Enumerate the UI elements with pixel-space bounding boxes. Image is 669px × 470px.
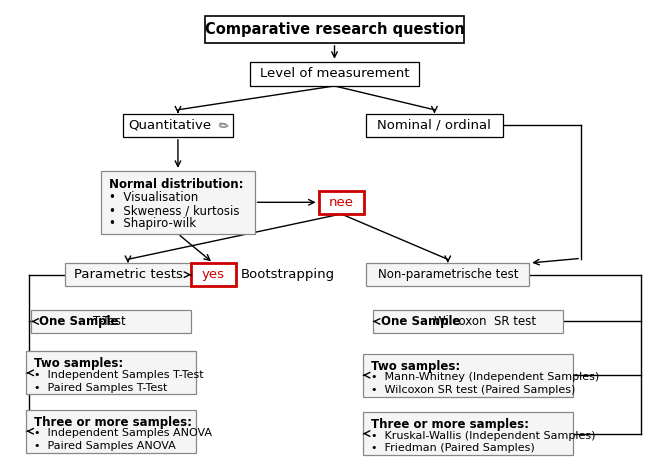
FancyBboxPatch shape: [366, 263, 529, 286]
Text: •  Friedman (Paired Samples): • Friedman (Paired Samples): [371, 443, 535, 454]
FancyBboxPatch shape: [318, 191, 364, 214]
Text: ✏: ✏: [217, 119, 229, 134]
FancyBboxPatch shape: [250, 62, 419, 86]
Text: Nominal / ordinal: Nominal / ordinal: [377, 119, 491, 132]
Text: Level of measurement: Level of measurement: [260, 67, 409, 80]
FancyBboxPatch shape: [31, 310, 191, 333]
FancyBboxPatch shape: [101, 171, 254, 234]
Text: Wilcoxon  SR test: Wilcoxon SR test: [434, 315, 537, 328]
Text: •  Paired Samples T-Test: • Paired Samples T-Test: [34, 383, 168, 392]
Text: Two samples:: Two samples:: [34, 357, 124, 370]
FancyBboxPatch shape: [373, 310, 563, 333]
FancyBboxPatch shape: [363, 412, 573, 455]
Text: Parametric tests: Parametric tests: [74, 268, 183, 281]
FancyBboxPatch shape: [205, 16, 464, 43]
Text: Three or more samples:: Three or more samples:: [371, 418, 529, 431]
FancyBboxPatch shape: [26, 352, 196, 394]
Text: yes: yes: [202, 268, 225, 281]
Text: T-Test: T-Test: [93, 315, 125, 328]
Text: •  Skweness / kurtosis: • Skweness / kurtosis: [109, 204, 240, 218]
FancyBboxPatch shape: [363, 353, 573, 397]
Text: •  Paired Samples ANOVA: • Paired Samples ANOVA: [34, 441, 176, 451]
Text: •  Visualisation: • Visualisation: [109, 191, 199, 204]
Text: Comparative research question: Comparative research question: [205, 22, 464, 37]
FancyBboxPatch shape: [123, 114, 233, 137]
Text: nee: nee: [328, 196, 354, 209]
Text: Quantitative: Quantitative: [128, 119, 211, 132]
Text: Two samples:: Two samples:: [371, 360, 460, 373]
Text: Normal distribution:: Normal distribution:: [109, 178, 244, 191]
FancyBboxPatch shape: [26, 410, 196, 453]
Text: One Sample: One Sample: [381, 315, 464, 328]
Text: •  Wilcoxon SR test (Paired Samples): • Wilcoxon SR test (Paired Samples): [371, 385, 575, 395]
FancyBboxPatch shape: [366, 114, 502, 137]
Text: Bootstrapping: Bootstrapping: [241, 268, 335, 281]
Text: One Sample: One Sample: [39, 315, 123, 328]
Text: •  Independent Samples T-Test: • Independent Samples T-Test: [34, 370, 204, 380]
Text: Non-parametrische test: Non-parametrische test: [377, 268, 518, 281]
FancyBboxPatch shape: [191, 263, 236, 286]
Text: •  Kruskal-Wallis (Independent Samples): • Kruskal-Wallis (Independent Samples): [371, 431, 595, 441]
Text: Three or more samples:: Three or more samples:: [34, 416, 193, 429]
Text: •  Mann-Whitney (Independent Samples): • Mann-Whitney (Independent Samples): [371, 372, 599, 383]
Text: •  Independent Samples ANOVA: • Independent Samples ANOVA: [34, 429, 212, 439]
FancyBboxPatch shape: [65, 263, 191, 286]
Text: •  Shapiro-wilk: • Shapiro-wilk: [109, 218, 197, 230]
